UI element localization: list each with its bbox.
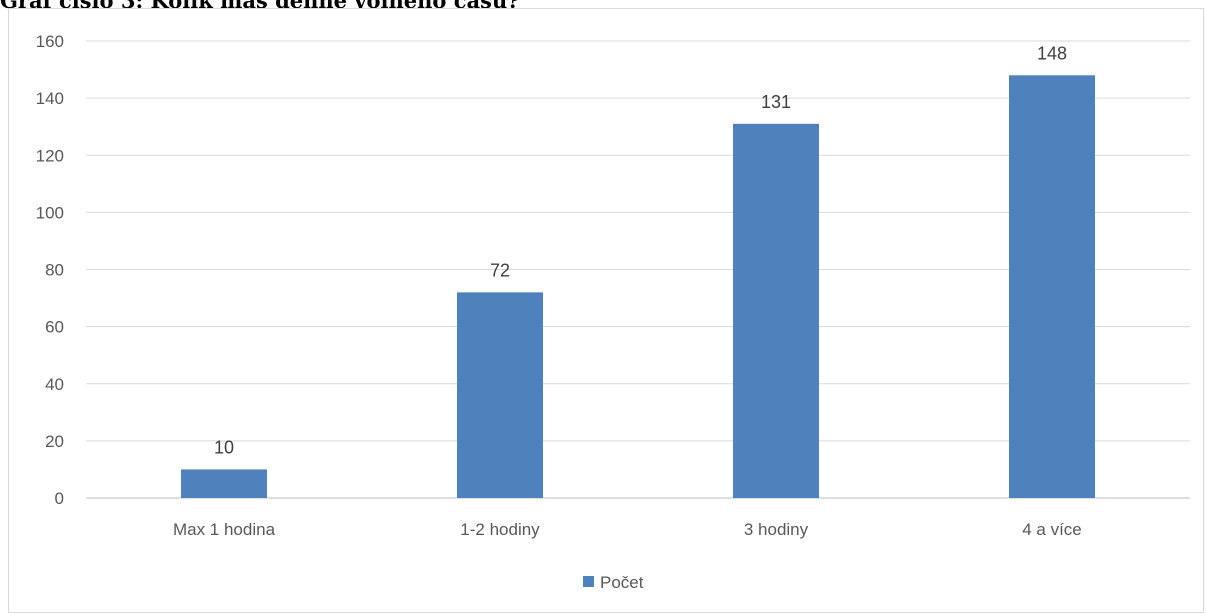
bar	[457, 292, 543, 498]
y-tick-label: 160	[36, 32, 64, 51]
x-tick-label: 3 hodiny	[744, 520, 809, 539]
x-axis-ticks: Max 1 hodina 1-2 hodiny 3 hodiny 4 a více	[173, 520, 1082, 539]
y-tick-label: 40	[45, 375, 64, 394]
legend: Počet	[583, 573, 644, 592]
y-tick-label: 20	[45, 432, 64, 451]
bar	[733, 123, 819, 499]
y-tick-label: 140	[36, 89, 64, 108]
data-label: 131	[761, 92, 791, 112]
y-tick-label: 80	[45, 261, 64, 280]
y-tick-label: 100	[36, 203, 64, 222]
x-tick-label: 4 a více	[1022, 520, 1082, 539]
data-label: 148	[1037, 43, 1067, 63]
data-label: 10	[214, 437, 234, 457]
y-tick-label: 0	[55, 489, 64, 508]
y-tick-label: 120	[36, 146, 64, 165]
data-labels: 10 72 131 148	[214, 43, 1067, 457]
y-tick-label: 60	[45, 318, 64, 337]
bar	[181, 469, 267, 498]
data-label: 72	[490, 260, 510, 280]
legend-swatch	[583, 576, 594, 587]
x-tick-label: Max 1 hodina	[173, 520, 276, 539]
gridlines	[86, 40, 1190, 499]
page-title: Graf číslo 3: Kolik máš denně volného ča…	[0, 0, 520, 13]
chart-frame	[8, 8, 1204, 613]
x-tick-label: 1-2 hodiny	[460, 520, 540, 539]
y-axis-ticks: 0 20 40 60 80 100 120 140 160	[36, 32, 64, 508]
bar	[1009, 75, 1095, 499]
legend-label: Počet	[600, 573, 644, 592]
bars	[181, 75, 1095, 499]
